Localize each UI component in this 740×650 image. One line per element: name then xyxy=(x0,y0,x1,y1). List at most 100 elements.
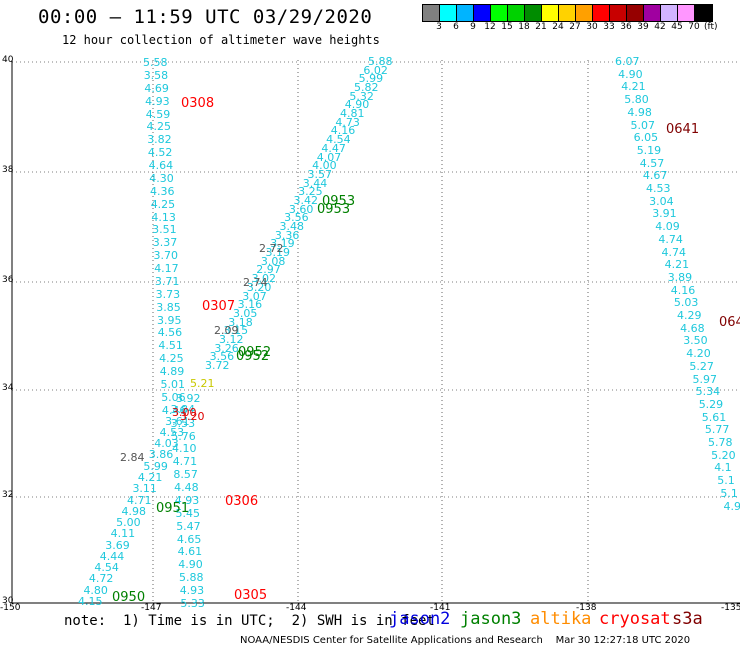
color-scale-label: 6 xyxy=(453,22,459,32)
wave-height-value: 3.84 xyxy=(170,403,196,417)
wave-height-value: 2.97 xyxy=(256,263,281,277)
wave-height-value: 4.98 xyxy=(627,105,652,119)
color-swatch xyxy=(474,5,491,21)
color-scale-label: 3 xyxy=(436,22,442,32)
pass-time-label: 0951 xyxy=(156,501,190,516)
wave-height-value: 4.65 xyxy=(176,532,202,546)
wave-height-value: 3.95 xyxy=(157,313,182,327)
wave-height-value: 3.07 xyxy=(242,289,267,303)
color-swatch xyxy=(559,5,576,21)
pass-time-label: 0950 xyxy=(112,590,146,605)
wave-height-value: 4.09 xyxy=(655,220,680,234)
wave-height-value: 3.89 xyxy=(667,270,693,284)
wave-height-value: 5.45 xyxy=(175,506,201,520)
color-scale-label: 9 xyxy=(470,22,476,32)
color-swatch xyxy=(440,5,457,21)
wave-height-value: 4.81 xyxy=(340,107,365,121)
map-subtitle: 12 hour collection of altimeter wave hei… xyxy=(62,33,380,47)
wave-height-value: 4.80 xyxy=(83,583,108,597)
wave-height-value: 3.19 xyxy=(265,246,291,260)
wave-height-value: 3.61 xyxy=(165,414,190,428)
wave-height-value: 4.47 xyxy=(321,141,346,155)
wave-height-value: 4.93 xyxy=(145,94,170,108)
longitude-label: -141 xyxy=(430,603,451,613)
wave-height-value: 4.00 xyxy=(312,159,337,173)
pass-time-label: 0308 xyxy=(181,96,215,111)
wave-height-value: 5.00 xyxy=(116,516,141,530)
pass-time-label: 0306 xyxy=(225,494,259,509)
latitude-label: 32 xyxy=(2,490,14,500)
pass-time-label: 0641 xyxy=(666,122,700,137)
wave-height-value: 4.73 xyxy=(335,115,360,129)
wave-height-value: 4.71 xyxy=(127,493,152,507)
wave-height-value: 3.16 xyxy=(237,298,263,312)
wave-height-value: 5.88 xyxy=(368,55,393,68)
color-scale-label: 30 xyxy=(586,22,598,32)
longitude-label: -147 xyxy=(141,603,162,613)
wave-height-value: 4.57 xyxy=(639,156,665,170)
wave-height-value: 4.15 xyxy=(78,595,103,608)
legend-altika: altika xyxy=(530,609,592,629)
wave-height-value: 3.15 xyxy=(223,324,249,338)
wave-height-value: 3.19 xyxy=(270,237,295,251)
map-title: 00:00 – 11:59 UTC 03/29/2020 xyxy=(38,6,373,28)
color-scale-label: 36 xyxy=(620,22,632,32)
wave-height-value: 6.07 xyxy=(615,55,640,68)
wave-height-value: 3.48 xyxy=(279,220,305,234)
wave-height-value: 4.17 xyxy=(154,262,179,276)
color-swatch xyxy=(457,5,474,21)
wave-height-value: 3.18 xyxy=(228,315,253,329)
wave-height-value: 2.84 xyxy=(120,451,145,464)
wave-height-value: 5.47 xyxy=(176,519,201,533)
wave-height-value: 5.27 xyxy=(689,359,714,373)
wave-height-value: 5.58 xyxy=(143,56,168,69)
legend-s3a: s3a xyxy=(672,609,703,629)
wave-height-value: 5.07 xyxy=(630,118,656,132)
wave-height-value: 3.04 xyxy=(649,194,674,208)
wave-height-value: 3.92 xyxy=(176,392,201,405)
wave-height-value: 3.26 xyxy=(214,341,239,355)
wave-height-value: 4.25 xyxy=(159,352,184,366)
wave-height-value: 5.78 xyxy=(708,436,733,449)
wave-height-value: 4.30 xyxy=(149,171,174,185)
wave-height-value: 4.72 xyxy=(88,572,114,586)
wave-height-value: 4.52 xyxy=(147,146,173,160)
color-swatch xyxy=(661,5,678,21)
wave-height-value: 3.25 xyxy=(298,185,323,199)
wave-height-value: 4.64 xyxy=(148,159,174,173)
wave-height-value: 3.00 xyxy=(172,406,197,419)
wave-height-value: 3.82 xyxy=(147,133,172,147)
wave-height-value: 3.73 xyxy=(155,287,181,301)
wave-height-value: 4.53 xyxy=(159,425,185,439)
wave-height-value: 5.21 xyxy=(190,377,215,390)
wave-height-value: 3.11 xyxy=(132,482,157,496)
latitude-label: 38 xyxy=(2,165,14,175)
latitude-label: 40 xyxy=(2,55,14,65)
wave-height-value: 3.71 xyxy=(154,274,180,288)
color-swatch xyxy=(678,5,695,21)
wave-height-value: 4.98 xyxy=(121,504,147,518)
color-scale-label: 21 xyxy=(535,22,547,32)
wave-height-value: 4.21 xyxy=(664,258,690,272)
color-scale-label: 42 xyxy=(654,22,666,32)
footer-note: note: 1) Time is in UTC; 2) SWH is in fe… xyxy=(64,613,435,629)
color-swatch xyxy=(593,5,610,21)
wave-height-value: 3.60 xyxy=(288,202,314,216)
wave-height-value: 5.61 xyxy=(701,410,727,424)
latitude-label: 36 xyxy=(2,275,14,285)
wave-height-value: 5.1 xyxy=(720,486,738,500)
wave-height-value: 3.12 xyxy=(218,332,244,346)
wave-height-value: 5.76 xyxy=(171,429,196,443)
wave-height-value: 4.68 xyxy=(680,321,705,335)
color-swatch xyxy=(644,5,661,21)
wave-height-value: 4.1 xyxy=(714,461,732,475)
wave-height-value: 3.42 xyxy=(293,193,318,207)
wave-height-value: 5.33 xyxy=(180,596,205,610)
wave-height-value: 4.74 xyxy=(658,232,683,246)
wave-height-value: 4.93 xyxy=(179,584,205,598)
lat-lon-grid xyxy=(12,60,740,603)
legend-cryosat: cryosat xyxy=(599,609,671,629)
wave-height-value: 4.54 xyxy=(94,561,119,575)
wave-height-value: 3.58 xyxy=(143,68,169,82)
